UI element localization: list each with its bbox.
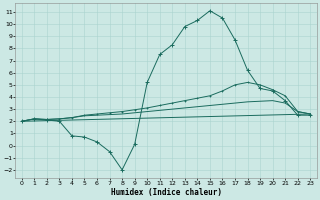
X-axis label: Humidex (Indice chaleur): Humidex (Indice chaleur): [110, 188, 221, 197]
